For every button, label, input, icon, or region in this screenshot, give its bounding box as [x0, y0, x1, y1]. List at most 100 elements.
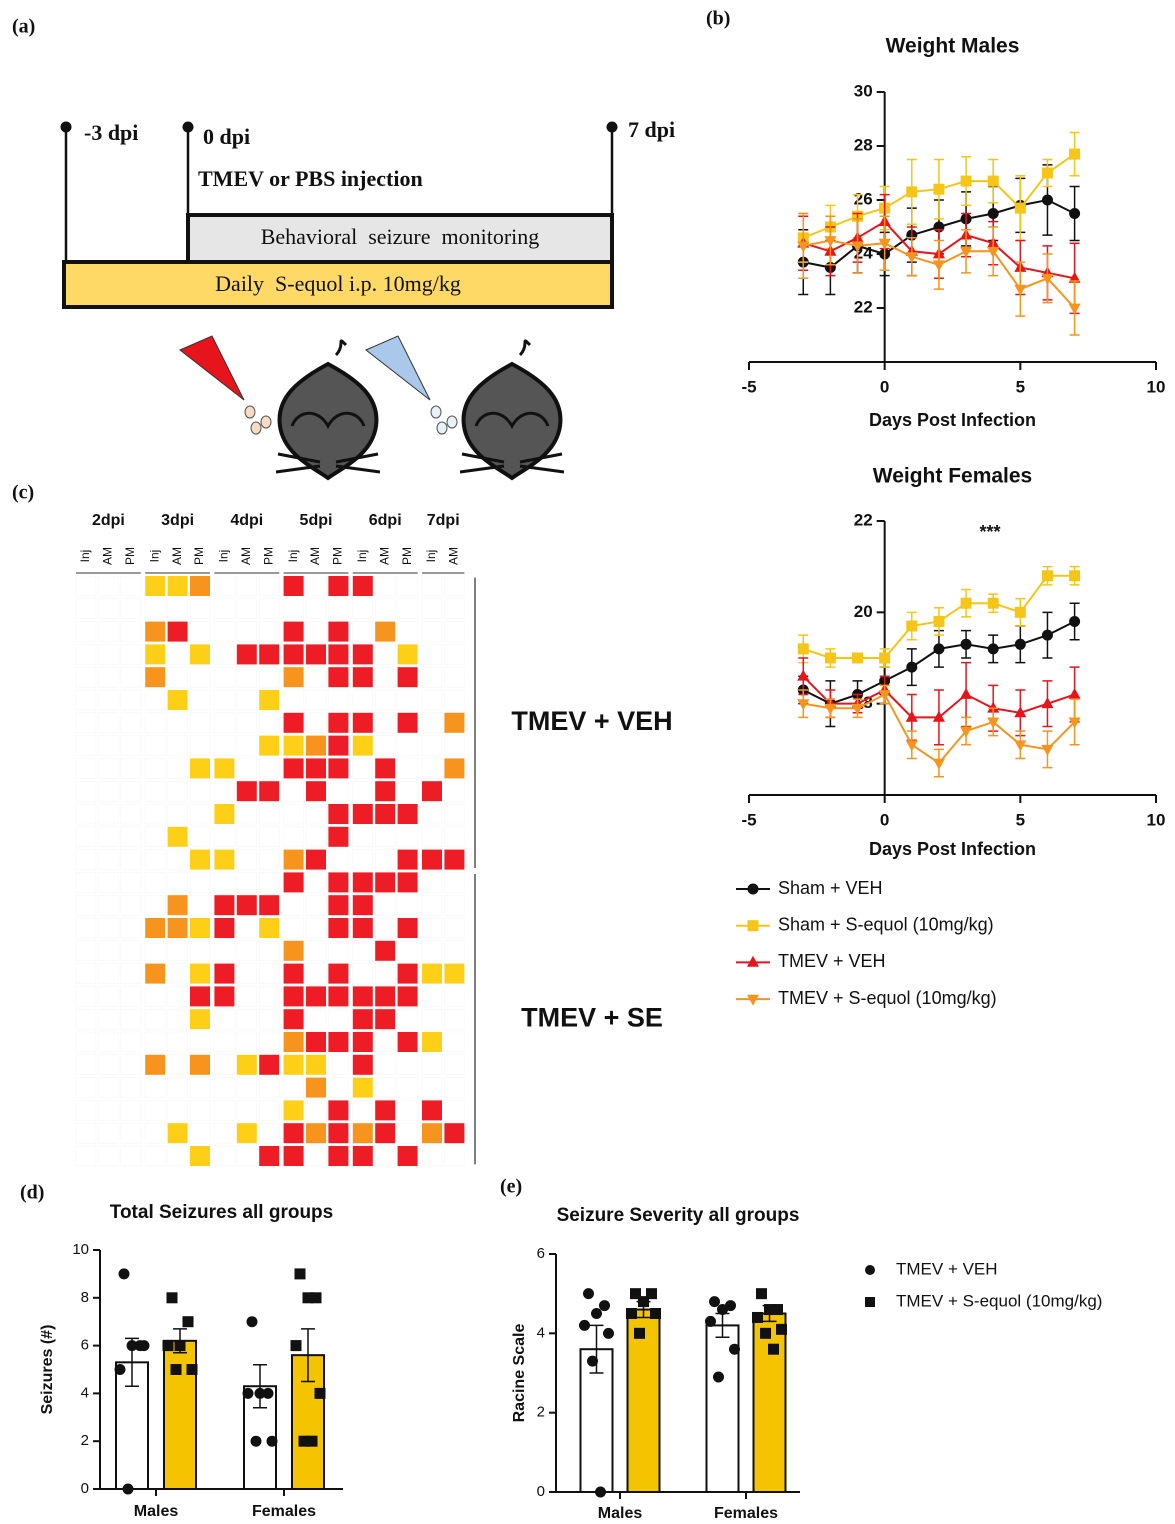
timeline-label: 0 dpi	[203, 124, 250, 149]
heat-cell	[237, 850, 257, 870]
heat-cell	[76, 1146, 96, 1166]
heat-cell	[444, 736, 464, 756]
heat-cell	[398, 1009, 418, 1029]
heat-cell	[398, 713, 418, 733]
heat-cell	[328, 713, 348, 733]
data-point	[127, 1340, 138, 1351]
heat-cell	[214, 1009, 234, 1029]
heat-cell	[168, 804, 188, 824]
heat-cell	[190, 599, 210, 619]
heat-cell	[145, 804, 165, 824]
heat-cell	[375, 1100, 395, 1120]
heat-cell	[353, 713, 373, 733]
heat-cell	[444, 690, 464, 710]
data-point	[307, 1436, 318, 1447]
slot-label: Inj	[78, 550, 92, 563]
heat-cell	[145, 713, 165, 733]
heat-cell	[259, 713, 279, 733]
heat-cell	[214, 827, 234, 847]
y-tick-label: 22	[854, 510, 873, 529]
heat-cell	[76, 1032, 96, 1052]
data-point	[1069, 208, 1080, 219]
heat-cell	[259, 736, 279, 756]
heat-cell	[121, 872, 141, 892]
heat-cell	[398, 622, 418, 642]
heat-cell	[214, 918, 234, 938]
heat-cell	[168, 964, 188, 984]
heat-cell	[444, 804, 464, 824]
data-point	[1041, 745, 1053, 756]
data-point	[187, 1364, 198, 1375]
heat-cell	[398, 986, 418, 1006]
day-label: 2dpi	[92, 512, 125, 529]
heat-cell	[306, 1100, 326, 1120]
heat-cell	[353, 667, 373, 687]
heat-cell	[375, 690, 395, 710]
x-tick-label: Males	[134, 1503, 179, 1520]
heat-cell	[398, 850, 418, 870]
legend-marker	[748, 920, 759, 931]
heat-cell	[190, 1055, 210, 1075]
heat-cell	[444, 850, 464, 870]
heat-cell	[422, 1100, 442, 1120]
heat-cell	[328, 1032, 348, 1052]
x-tick-label: 10	[1147, 377, 1166, 396]
heat-cell	[145, 622, 165, 642]
heat-cell	[422, 736, 442, 756]
heat-cell	[306, 1032, 326, 1052]
timeline-label: 7 dpi	[628, 117, 675, 142]
timeline-label: TMEV or PBS injection	[198, 166, 423, 191]
heat-cell	[328, 576, 348, 596]
heat-cell	[214, 804, 234, 824]
heat-cell	[168, 758, 188, 778]
data-point	[906, 662, 917, 673]
data-point	[1069, 616, 1080, 627]
data-point	[933, 616, 944, 627]
heat-cell	[375, 1146, 395, 1166]
day-label: 3dpi	[161, 512, 194, 529]
heat-cell	[76, 1078, 96, 1098]
heat-cell	[237, 667, 257, 687]
y-tick-label: 20	[854, 602, 873, 621]
heat-cell	[145, 986, 165, 1006]
heat-cell	[190, 1123, 210, 1143]
heat-cell	[375, 986, 395, 1006]
heat-cell	[375, 964, 395, 984]
data-point	[626, 1308, 637, 1319]
heat-cell	[422, 941, 442, 961]
heat-cell	[284, 781, 304, 801]
heat-cell	[168, 781, 188, 801]
heat-cell	[237, 804, 257, 824]
heat-cell	[190, 1100, 210, 1120]
heat-cell	[214, 964, 234, 984]
heat-cell	[259, 622, 279, 642]
slot-label: AM	[239, 547, 253, 565]
slot-label: PM	[400, 547, 414, 565]
heat-cell	[284, 599, 304, 619]
heat-cell	[353, 622, 373, 642]
heat-cell	[121, 1123, 141, 1143]
y-tick-label: 0	[537, 1483, 545, 1500]
heat-cell	[284, 1032, 304, 1052]
heat-cell	[190, 918, 210, 938]
heat-cell	[190, 804, 210, 824]
data-point	[315, 1388, 326, 1399]
heat-cell	[444, 1032, 464, 1052]
heat-cell	[190, 1146, 210, 1166]
heat-cell	[168, 713, 188, 733]
heat-cell	[168, 1055, 188, 1075]
heat-cell	[237, 736, 257, 756]
heat-cell	[259, 1100, 279, 1120]
heat-cell	[422, 622, 442, 642]
heat-cell	[328, 895, 348, 915]
heat-cell	[168, 918, 188, 938]
legend-marker	[747, 995, 759, 1006]
chart-title: Weight Females	[873, 465, 1033, 488]
data-point	[756, 1288, 767, 1299]
heat-cell	[76, 622, 96, 642]
day-label: 5dpi	[300, 512, 333, 529]
heat-cell	[398, 1032, 418, 1052]
heat-cell	[98, 895, 118, 915]
heat-cell	[121, 1078, 141, 1098]
x-tick-label: 10	[1147, 810, 1166, 829]
